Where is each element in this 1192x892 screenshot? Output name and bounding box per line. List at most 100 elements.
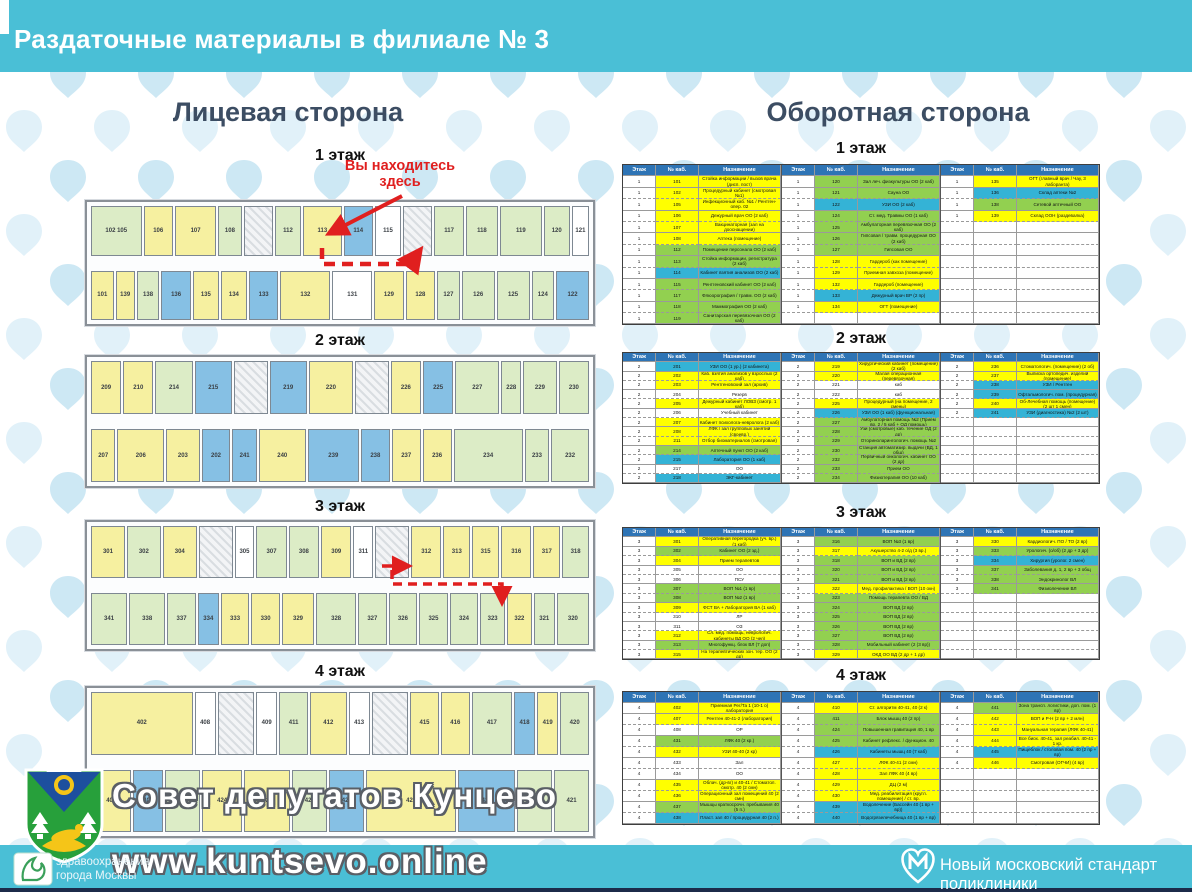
cell-floor [941,603,975,613]
cell-floor: 2 [623,464,657,474]
cell-room-number: 217 [656,464,699,474]
column-header: Этаж [782,165,816,177]
room: 117 [434,206,464,256]
room: 114 [343,206,373,256]
room: 427 [292,769,328,832]
cell-room-number: 320 [815,565,858,575]
cell-room-number: 436 [656,791,699,802]
table-group: Этаж № каб. Назначение 2 219 Хирургический ка… [782,353,941,484]
room: 409 [256,692,278,755]
cell-purpose: Дежурный кабинет ЛОВЗ (смотр. 1 каб) [698,399,781,409]
room: 304 [162,526,197,578]
column-header: Назначение [1016,165,1099,177]
cell-purpose: ВОП и ВД (2 вр) [857,556,940,566]
cell-floor [941,436,975,446]
cell-room-number: 311 [656,621,699,632]
cell-floor: 4 [782,769,816,780]
room: 134 [220,270,247,320]
cell-purpose: Кабинет рефлекс. / функцион. 40 [857,736,940,747]
cell-room-number: 211 [656,436,699,446]
cell-purpose: Рентгеновский кабинет ОО (2 каб) [698,278,781,291]
back-side-heading: Оборотная сторона [766,97,1030,127]
cell-room-number: 203 [656,380,699,391]
room: 112 [274,206,302,256]
room: 210 [123,361,154,414]
room: 115 [374,206,402,256]
floor-plan-1: 102 105 106 107 108 112 113 114 115 117 118 119 120… [85,200,595,326]
room: 232 [551,429,589,482]
room: 338 [129,593,166,645]
cell-room-number: 441 [974,703,1017,714]
cell-room-number: 108 [656,233,699,245]
cell-room-number: 215 [656,455,699,465]
room: 322 [507,593,532,645]
cell-purpose: Сауна ОО [857,187,940,200]
cell-purpose: Пищеблок / столовая пом. 40 (2 пр + вр) [1016,747,1099,758]
cell-floor [941,313,975,325]
column-header: № каб. [656,353,699,363]
cell-purpose: Прием терапевтов [698,556,781,566]
room: 316 [501,526,532,578]
cell-purpose: Сетевой аптечный ОО [1016,199,1099,211]
cell-floor: 4 [782,813,816,824]
cell-floor: 2 [782,390,816,400]
cell-room-number: 204 [656,390,699,400]
cell-floor [941,464,975,474]
cell-room-number: 240 [974,399,1017,409]
cell-room-number: 431 [656,736,699,747]
cell-purpose: ОЗ [698,621,781,632]
room-table-floor-4: Этаж № каб. Назначение 4 402 Приемная Рег/Та … [622,691,1100,825]
column-header: Назначение [1016,353,1099,363]
plan-row-top: 301 302 304 305 307 308 309 311 312 313 315 316 317 3… [91,526,590,578]
floor-plan-caption-2: 2 этаж [314,332,366,349]
cell-room-number [974,631,1017,641]
cell-floor [941,769,975,780]
room: 236 [422,429,452,482]
stairwell [217,692,255,755]
cell-purpose: Блок мышц 40 (2 пр) [857,714,940,725]
cell-room-number: 324 [815,603,858,613]
cell-purpose: Амбулаторная помощь №2 (Прием вр. 2 / 5 … [857,418,940,428]
cell-floor: 1 [623,278,657,291]
cell-room-number: 241 [974,408,1017,419]
table-group: Этаж № каб. Назначение 3 330 Кардиологич. ПО … [941,528,1099,660]
room: 312 [411,526,442,578]
cell-room-number: 206 [656,408,699,419]
cell-room-number: 229 [815,436,858,446]
column-header: № каб. [815,165,858,177]
column-header: № каб. [815,528,858,538]
cell-purpose: Зал леч. физкультуры ОО (2 каб) [857,176,940,188]
room: 317 [533,526,561,578]
plan-row-top: 402 408 409 411 412 413 415 416 417 418 419 420 [91,692,590,755]
cell-floor: 4 [623,791,657,802]
room-table-floor-1: Этаж № каб. Назначение 1 101 Стойка информаци… [622,164,1100,326]
cell-purpose: Мобильный кабинет (2 (3 вр)) [857,640,940,651]
cell-room-number: 228 [815,427,858,437]
room: 309 [321,526,352,578]
cell-floor: 4 [623,725,657,736]
room: 230 [558,361,589,414]
room: 128 [405,270,436,320]
cell-room-number: 443 [974,725,1017,736]
table-group: Этаж № каб. Назначение 4 410 Ст. алгоритм 40-… [782,692,941,824]
cell-floor: 1 [623,313,657,325]
table-group: Этаж № каб. Назначение 1 135 ОГТ (главный вра… [941,165,1099,325]
cell-floor: 3 [782,584,816,594]
cell-purpose: Эндокринолог ВЛ [1016,574,1099,585]
cell-floor: 3 [782,546,816,557]
column-header: Этаж [941,528,975,538]
cell-floor: 2 [623,473,657,484]
cell-purpose: Аптека (помещение) [698,233,781,245]
cell-floor [941,256,975,268]
column-header: № каб. [974,353,1017,363]
cell-purpose: Мед. профилактика / ВОП (10 окн) [857,584,940,594]
cell-purpose: Станция автоматизир. выдачи (ВД, 1 общ) [857,445,940,456]
room: 120 [543,206,570,256]
room: 239 [307,429,359,482]
cell-room-number [815,313,858,325]
cell-floor: 3 [941,546,975,557]
cell-floor: 4 [623,813,657,824]
room: 324 [449,593,479,645]
cell-purpose: УЗИ 40-40 (2 кр) [698,747,781,758]
cell-floor: 2 [623,455,657,465]
